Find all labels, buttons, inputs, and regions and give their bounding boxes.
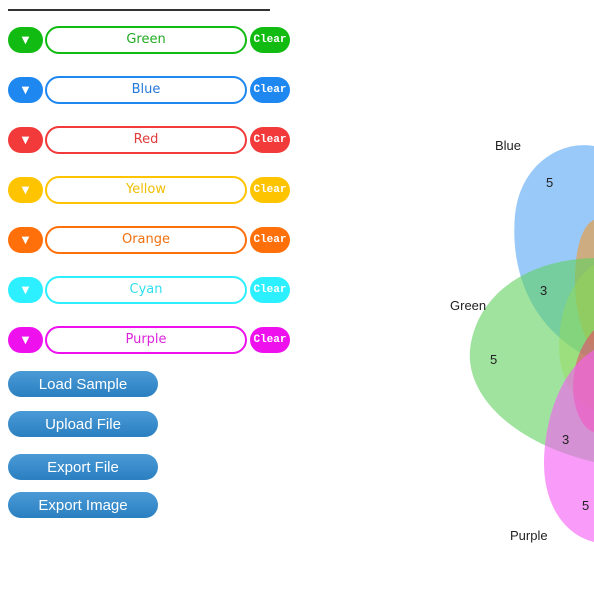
set-name-input[interactable]: Green xyxy=(45,26,247,54)
set-toggle-button[interactable]: ▼ xyxy=(8,177,43,203)
export-file-button[interactable]: Export File xyxy=(8,454,158,480)
triangle-down-icon: ▼ xyxy=(21,34,30,46)
set-name-input[interactable]: Yellow xyxy=(45,176,247,204)
clear-button[interactable]: Clear xyxy=(250,77,290,103)
set-toggle-button[interactable]: ▼ xyxy=(8,227,43,253)
clear-button[interactable]: Clear xyxy=(250,27,290,53)
set-row-cyan: ▼ Cyan Clear xyxy=(8,276,290,304)
triangle-down-icon: ▼ xyxy=(21,234,30,246)
load-sample-button[interactable]: Load Sample xyxy=(8,371,158,397)
set-toggle-button[interactable]: ▼ xyxy=(8,27,43,53)
clear-button[interactable]: Clear xyxy=(250,227,290,253)
triangle-down-icon: ▼ xyxy=(21,134,30,146)
set-name-input[interactable]: Red xyxy=(45,126,247,154)
green-set-label: Green xyxy=(450,298,486,313)
purple-set-shape[interactable] xyxy=(543,350,594,542)
top-divider xyxy=(8,9,270,11)
set-toggle-button[interactable]: ▼ xyxy=(8,77,43,103)
set-name-input[interactable]: Cyan xyxy=(45,276,247,304)
set-name-input[interactable]: Purple xyxy=(45,326,247,354)
triangle-down-icon: ▼ xyxy=(21,284,30,296)
set-name-input[interactable]: Orange xyxy=(45,226,247,254)
triangle-down-icon: ▼ xyxy=(21,184,30,196)
export-image-button[interactable]: Export Image xyxy=(8,492,158,518)
set-row-red: ▼ Red Clear xyxy=(8,126,290,154)
triangle-down-icon: ▼ xyxy=(21,84,30,96)
set-row-purple: ▼ Purple Clear xyxy=(8,326,290,354)
set-row-blue: ▼ Blue Clear xyxy=(8,76,290,104)
set-toggle-button[interactable]: ▼ xyxy=(8,327,43,353)
region-count: 3 xyxy=(562,432,569,447)
set-row-orange: ▼ Orange Clear xyxy=(8,226,290,254)
clear-button[interactable]: Clear xyxy=(250,277,290,303)
clear-button[interactable]: Clear xyxy=(250,327,290,353)
clear-button[interactable]: Clear xyxy=(250,127,290,153)
set-toggle-button[interactable]: ▼ xyxy=(8,127,43,153)
upload-file-button[interactable]: Upload File xyxy=(8,411,158,437)
set-row-yellow: ▼ Yellow Clear xyxy=(8,176,290,204)
set-row-green: ▼ Green Clear xyxy=(8,26,290,54)
triangle-down-icon: ▼ xyxy=(21,334,30,346)
region-count: 5 xyxy=(546,175,553,190)
purple-set-label: Purple xyxy=(510,528,548,543)
region-count: 5 xyxy=(582,498,589,513)
region-count: 5 xyxy=(490,352,497,367)
clear-button[interactable]: Clear xyxy=(250,177,290,203)
set-toggle-button[interactable]: ▼ xyxy=(8,277,43,303)
region-count: 3 xyxy=(540,283,547,298)
set-name-input[interactable]: Blue xyxy=(45,76,247,104)
blue-set-label: Blue xyxy=(495,138,521,153)
